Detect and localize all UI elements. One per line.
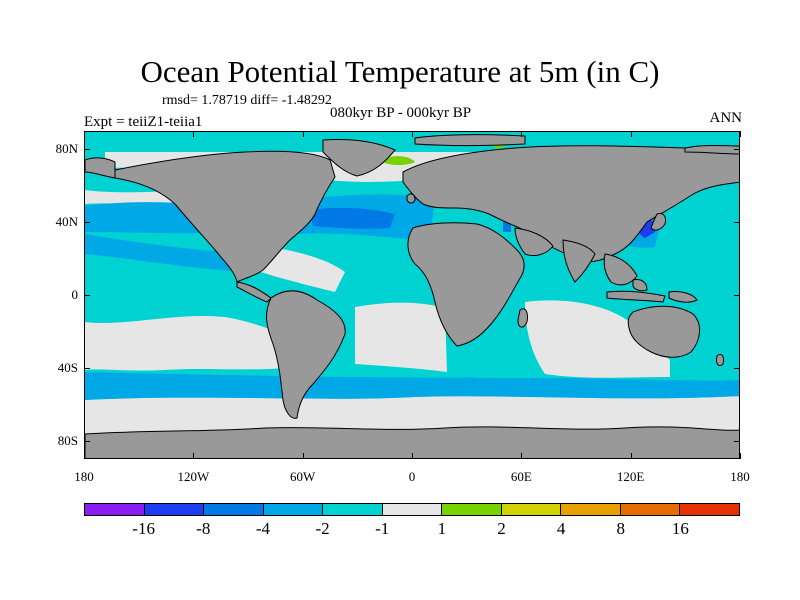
map-canvas [85,132,739,458]
land-australia [627,305,700,358]
land-north-edge-left [85,157,116,179]
latitude-tick [734,149,740,151]
latitude-label: 0 [71,287,79,302]
longitude-label: 180 [730,469,750,484]
land-indonesia [606,290,666,303]
land-southeast-asia [603,253,638,286]
cool-band-south-indian [465,377,670,394]
colorbar-swatch [561,504,621,515]
longitude-label: 120E [616,469,645,484]
longitude-label: 0 [408,469,416,484]
land-madagascar [517,308,528,328]
longitude-tick [521,453,523,459]
season-label: ANN [709,110,743,126]
longitude-tick [412,453,413,459]
latitude-tick [84,222,90,224]
near-zero-region-south-pacific [85,315,295,371]
longitude-tick [521,131,523,137]
colorbar-label: -2 [315,519,330,538]
land-central-america [236,281,272,303]
longitude-tick [84,453,85,459]
land-japan [650,213,666,231]
longitude-tick [740,453,741,459]
latitude-tick [84,295,90,296]
land-layer [85,134,739,458]
warm-spot-barents [383,156,415,165]
land-antarctica [85,426,739,458]
colorbar-swatch [323,504,383,515]
colorbar-swatch [204,504,264,515]
strong-cool-north-atlantic [310,207,395,229]
colorbar-label: 1 [437,519,447,538]
longitude-tick [740,131,741,137]
colorbar-label: -1 [375,519,390,538]
longitude-label: 120W [177,469,210,484]
near-zero-region-north-pacific [85,190,185,205]
longitude-label: 60E [510,469,532,484]
longitude-tick [84,131,85,137]
longitude-tick [302,453,304,459]
land-arabia [514,227,554,257]
land-africa [407,222,525,347]
land-siberia-edge [684,145,739,155]
colorbar [84,503,740,516]
map-title: Ocean Potential Temperature at 5m (in C) [140,54,660,89]
longitude-tick [193,131,195,137]
colorbar-swatch [680,504,740,515]
colorbar-label: 8 [616,519,625,538]
near-zero-region-south-atlantic [355,302,447,372]
map-panel [84,131,740,459]
latitude-tick [734,295,740,296]
latitude-tick [734,440,740,442]
land-india [562,239,596,283]
latitude-label: 40S [57,359,78,375]
land-south-america [266,290,346,419]
land-arctic-islands [414,134,526,146]
stats-line: rmsd= 1.78719 diff= -1.48292 [162,93,332,108]
latitude-label: 40N [55,214,78,230]
near-zero-region-southern-ocean [85,396,739,437]
land-greenland [322,139,396,177]
latitude-tick [84,440,90,442]
longitude-label: 60W [290,469,316,484]
colorbar-swatch [442,504,502,515]
latitude-tick [84,149,90,151]
colorbar-label: -4 [255,519,270,538]
colorbar-label: 2 [497,519,506,538]
longitude-tick [630,131,632,137]
colorbar-swatch [620,504,681,515]
colorbar-label: 4 [556,519,566,538]
experiment-label: Expt = teiiZ1-teiia1 [84,114,203,130]
latitude-tick [734,222,740,224]
colorbar-label: -16 [132,519,155,538]
longitude-label: 180 [74,469,94,484]
colorbar-swatch [382,504,443,515]
longitude-tick [630,453,632,459]
land-new-zealand [716,353,724,367]
colorbar-swatch [85,504,145,515]
land-eurasia [402,145,739,263]
land-uk [406,193,416,204]
cool-band-subtropic-pacific [85,234,260,272]
period-label: 080kyr BP - 000kyr BP [330,105,472,121]
colorbar-label: -8 [196,519,211,538]
latitude-tick [734,367,740,369]
latitude-label: 80N [55,141,78,157]
land-new-guinea [668,291,698,303]
colorbar-swatch [263,504,324,515]
colorbar-label: 16 [671,519,689,538]
colorbar-swatch [501,504,562,515]
near-zero-region-indian [525,300,670,378]
longitude-tick [412,131,413,137]
colorbar-swatch [144,504,205,515]
latitude-tick [84,367,90,369]
land-borneo [632,279,648,292]
longitude-tick [193,453,195,459]
land-north-america [114,150,336,283]
longitude-tick [302,131,304,137]
latitude-label: 80S [57,432,78,448]
